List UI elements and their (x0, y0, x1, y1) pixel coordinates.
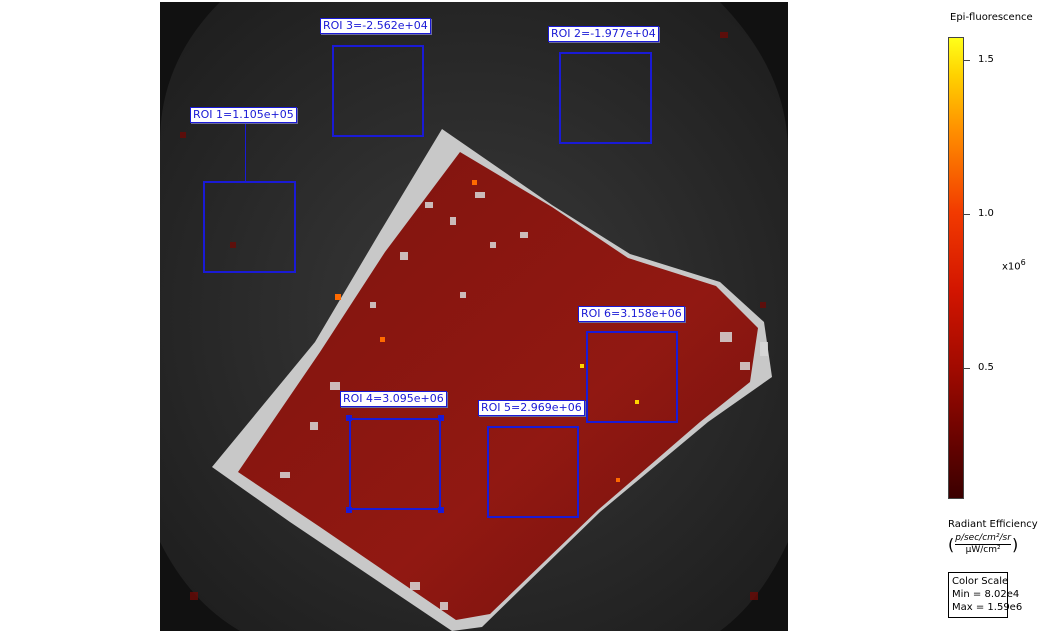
colorbar-exponent: x106 (1002, 258, 1026, 272)
colorbar-tick-label: 1.0 (978, 208, 994, 219)
roi-4-box[interactable] (349, 418, 441, 510)
colorbar-tick-label: 0.5 (978, 362, 994, 373)
roi-6-box[interactable] (586, 331, 678, 423)
exponent-power: 6 (1020, 258, 1026, 267)
fraction: p/sec/cm²/sr µW/cm² (954, 533, 1012, 556)
roi-4-label[interactable]: ROI 4=3.095e+06 (340, 391, 447, 407)
colorbar-tick (964, 60, 970, 61)
paren-close: ) (1011, 534, 1019, 554)
roi-1-label[interactable]: ROI 1=1.105e+05 (190, 107, 297, 123)
image-canvas (160, 2, 788, 631)
roi-4-handle-bl[interactable] (346, 507, 352, 513)
exponent-base: x10 (1002, 261, 1021, 273)
roi-1-box[interactable] (203, 181, 296, 273)
units-title: Radiant Efficiency (948, 519, 1038, 530)
colorbar-tick-label: 1.5 (978, 54, 994, 65)
roi-4-handle-tr[interactable] (438, 415, 444, 421)
fluorescence-image[interactable]: ROI 1=1.105e+05 ROI 2=-1.977e+04 ROI 3=-… (160, 2, 788, 631)
paren-open: ( (948, 534, 955, 554)
units-numerator: p/sec/cm²/sr (955, 533, 1011, 545)
roi-4-handle-br[interactable] (438, 507, 444, 513)
color-scale-title: Color Scale (952, 576, 1009, 587)
roi-6-label[interactable]: ROI 6=3.158e+06 (578, 306, 685, 322)
colorbar-gradient (948, 37, 964, 499)
roi-4-handle-tl[interactable] (346, 415, 352, 421)
roi-3-label[interactable]: ROI 3=-2.562e+04 (320, 18, 431, 34)
roi-2-box[interactable] (559, 52, 652, 144)
roi-3-box[interactable] (332, 45, 424, 137)
units-denominator: µW/cm² (965, 545, 1001, 555)
roi-1-leader (245, 124, 246, 181)
roi-5-box[interactable] (487, 426, 579, 518)
colorbar-tick (964, 214, 970, 215)
colorbar-tick (964, 368, 970, 369)
color-scale-min: Min = 8.02e4 (952, 589, 1020, 600)
color-scale-max: Max = 1.59e6 (952, 602, 1023, 613)
colorbar-panel: Epi-fluorescence 1.5 1.0 0.5 x106 Radian… (930, 0, 1042, 633)
units-fraction: ( p/sec/cm²/sr µW/cm² ) (948, 533, 1018, 556)
colorbar-title: Epi-fluorescence (950, 12, 1033, 23)
color-scale-box: Color Scale Min = 8.02e4 Max = 1.59e6 (948, 572, 1023, 618)
roi-2-label[interactable]: ROI 2=-1.977e+04 (548, 26, 659, 42)
roi-5-label[interactable]: ROI 5=2.969e+06 (478, 400, 585, 416)
